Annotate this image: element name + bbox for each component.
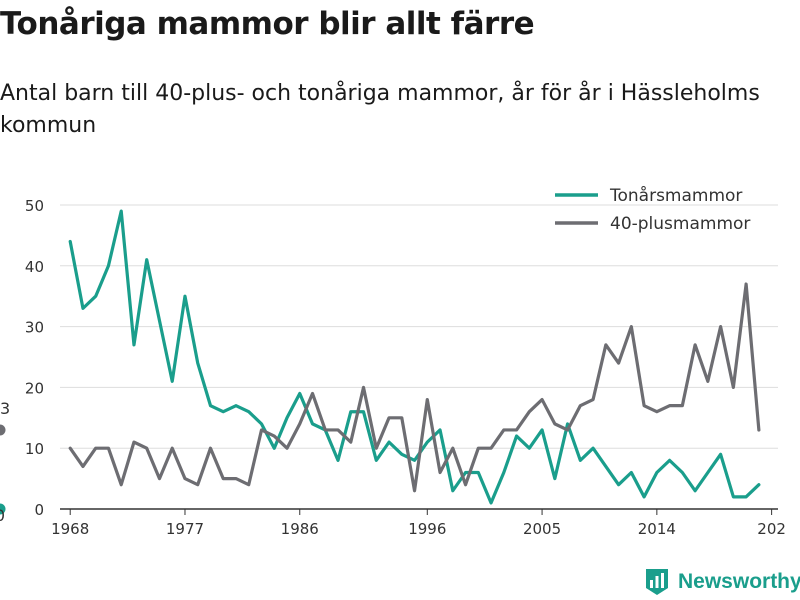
series-end-label: 13 xyxy=(0,399,10,418)
y-tick-label: 10 xyxy=(25,440,44,458)
series-line-40-plusmammor xyxy=(68,282,761,493)
series-end-point xyxy=(0,503,6,515)
series-end-point xyxy=(0,424,6,436)
legend-label: Tonårsmammor xyxy=(609,185,742,206)
series-end-label: 0 xyxy=(0,506,5,525)
x-tick-label: 1986 xyxy=(281,520,319,538)
y-tick-label: 40 xyxy=(25,258,44,276)
y-tick-label: 30 xyxy=(25,319,44,337)
x-tick-label: 1968 xyxy=(51,520,89,538)
x-tick-label: 202 xyxy=(757,520,786,538)
y-tick-label: 50 xyxy=(25,197,44,215)
x-tick-label: 2005 xyxy=(523,520,561,538)
chart-subtitle: Antal barn till 40-plus- och tonåriga ma… xyxy=(0,81,760,138)
y-tick-label: 0 xyxy=(34,501,44,519)
chart-title: Tonåriga mammor blir allt färre xyxy=(0,6,535,42)
newsworthy-logo-icon xyxy=(646,569,668,595)
x-tick-label: 2014 xyxy=(638,520,676,538)
x-tick-label: 1996 xyxy=(408,520,446,538)
x-tick-label: 1977 xyxy=(166,520,204,538)
legend-label: 40-plusmammor xyxy=(610,214,750,234)
brand-name: Newsworthy xyxy=(678,570,800,593)
series-line-tonarsmammor xyxy=(68,209,761,505)
brand-logo: Newsworthy xyxy=(644,568,800,596)
y-tick-label: 20 xyxy=(25,379,44,397)
